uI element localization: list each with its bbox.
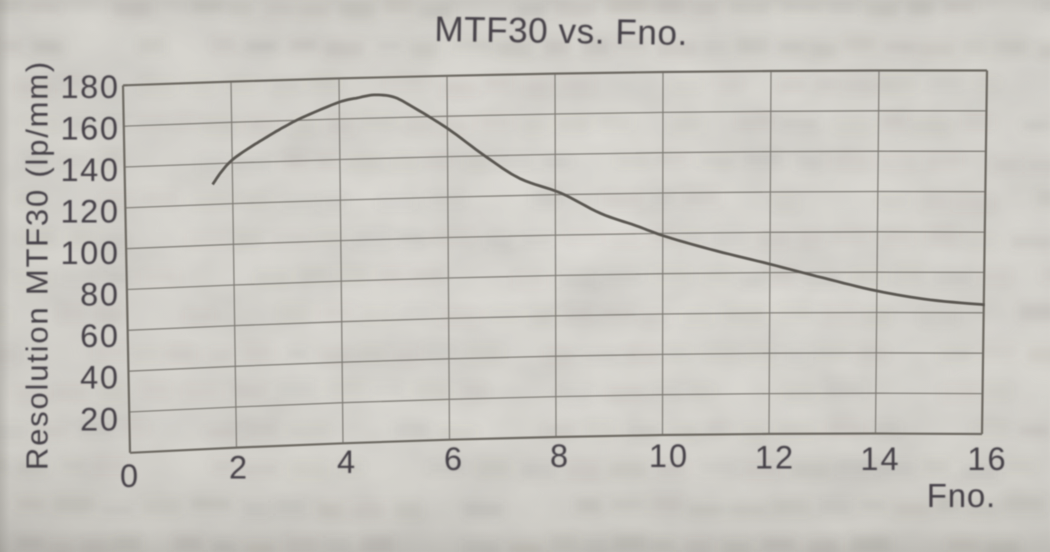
svg-text:2: 2 [229, 449, 249, 485]
svg-text:80: 80 [80, 277, 119, 313]
svg-text:140: 140 [60, 152, 119, 188]
svg-text:14: 14 [860, 441, 900, 477]
svg-text:4: 4 [337, 444, 357, 480]
svg-text:20: 20 [80, 401, 119, 437]
svg-text:8: 8 [550, 438, 570, 474]
svg-text:12: 12 [755, 439, 795, 475]
svg-text:Resolution MTF30 (lp/mm): Resolution MTF30 (lp/mm) [20, 60, 55, 470]
svg-text:180: 180 [60, 69, 119, 105]
svg-text:10: 10 [649, 438, 689, 474]
svg-text:100: 100 [60, 235, 119, 271]
svg-text:120: 120 [60, 194, 119, 230]
svg-text:16: 16 [967, 441, 1007, 477]
svg-text:0: 0 [120, 458, 140, 494]
svg-text:MTF30 vs. Fno.: MTF30 vs. Fno. [434, 10, 688, 53]
svg-text:Fno.: Fno. [927, 477, 996, 514]
svg-text:6: 6 [444, 441, 464, 477]
svg-text:40: 40 [80, 360, 119, 396]
svg-text:160: 160 [60, 110, 119, 146]
svg-text:60: 60 [80, 318, 119, 354]
